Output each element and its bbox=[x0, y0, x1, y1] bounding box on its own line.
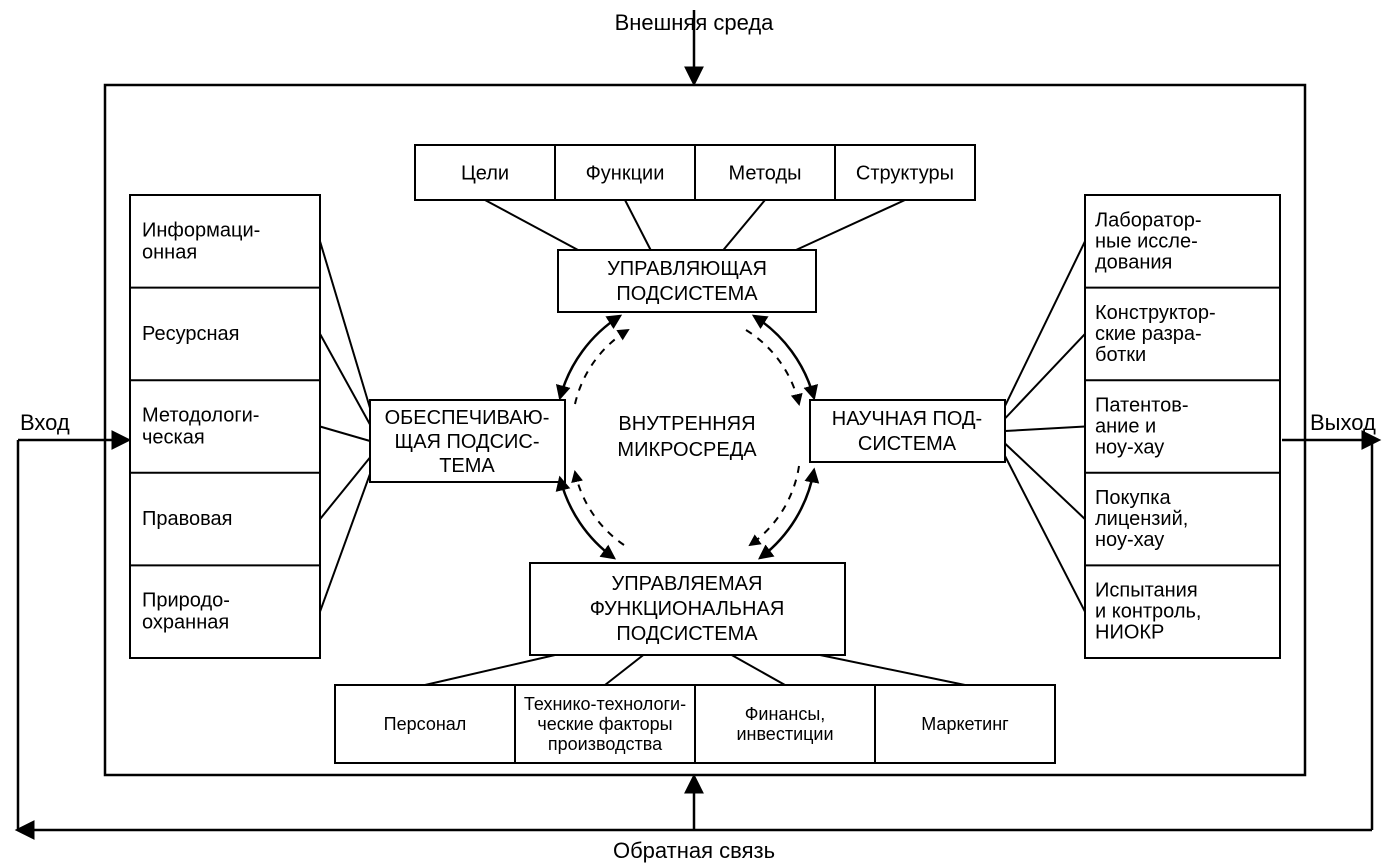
managed-line1: УПРАВЛЯЕМАЯ bbox=[612, 573, 763, 595]
left-col-cell: Правовая bbox=[142, 508, 233, 530]
cell-text: ческие факторы bbox=[537, 714, 672, 734]
right-col-cell: и контроль, bbox=[1095, 601, 1201, 623]
left-col-cell: Информаци- bbox=[142, 219, 260, 241]
cell-text: производства bbox=[548, 734, 663, 754]
left-column: Информаци-онная Ресурсная Методологи-ческа… bbox=[130, 195, 320, 658]
scientific-line1: НАУЧНАЯ ПОД- bbox=[832, 408, 982, 430]
right-col-cell: ные иссле- bbox=[1095, 230, 1198, 252]
scientific-subsystem: НАУЧНАЯ ПОД- СИСТЕМА bbox=[810, 400, 1005, 462]
left-col-cell: ческая bbox=[142, 427, 205, 449]
right-col-cell: НИОКР bbox=[1095, 622, 1164, 644]
right-col-cell: ботки bbox=[1095, 344, 1146, 366]
output-label: Выход bbox=[1310, 410, 1376, 435]
supporting-line2: ЩАЯ ПОДСИС- bbox=[394, 431, 539, 453]
left-col-cell: Ресурсная bbox=[142, 323, 239, 345]
feedback-label: Обратная связь bbox=[613, 838, 775, 863]
right-col-cell: ские разра- bbox=[1095, 323, 1202, 345]
managed-line3: ПОДСИСТЕМА bbox=[616, 623, 758, 645]
left-col-cell: Природо- bbox=[142, 590, 230, 612]
right-col-cell: Покупка bbox=[1095, 487, 1171, 509]
cell-text: Финансы, bbox=[745, 704, 826, 724]
managing-line1: УПРАВЛЯЮЩАЯ bbox=[607, 258, 767, 280]
scientific-line2: СИСТЕМА bbox=[858, 433, 957, 455]
managing-subsystem: УПРАВЛЯЮЩАЯ ПОДСИСТЕМА bbox=[558, 250, 816, 312]
input-label: Вход bbox=[20, 410, 70, 435]
right-col-cell: Испытания bbox=[1095, 580, 1198, 602]
left-fan-lines bbox=[320, 241, 370, 611]
cell-text: Персонал bbox=[384, 714, 467, 734]
top-row-cell: Методы bbox=[728, 163, 801, 185]
bottom-fan-lines bbox=[425, 655, 965, 685]
cell-text: Маркетинг bbox=[921, 714, 1009, 734]
right-fan-lines bbox=[1005, 241, 1085, 611]
right-col-cell: ание и bbox=[1095, 416, 1156, 438]
top-row-cell: Функции bbox=[586, 163, 665, 185]
right-col-cell: Конструктор- bbox=[1095, 302, 1216, 324]
managed-subsystem: УПРАВЛЯЕМАЯ ФУНКЦИОНАЛЬНАЯ ПОДСИСТЕМА bbox=[530, 563, 845, 655]
left-col-cell: охранная bbox=[142, 612, 229, 634]
center-label-2: МИКРОСРЕДА bbox=[617, 439, 757, 461]
cell-text: инвестиции bbox=[736, 724, 833, 744]
supporting-subsystem: ОБЕСПЕЧИВАЮ- ЩАЯ ПОДСИС- ТЕМА bbox=[370, 400, 565, 482]
left-col-cell: онная bbox=[142, 241, 197, 263]
cell-text: Технико-технологи- bbox=[524, 694, 686, 714]
managing-line2: ПОДСИСТЕМА bbox=[616, 283, 758, 305]
right-column: Лаборатор-ные иссле-дования Конструктор-с… bbox=[1085, 195, 1280, 658]
system-diagram: Внешняя среда Вход Выход Обратная связь … bbox=[0, 0, 1388, 867]
top-row-cell: Структуры bbox=[856, 163, 954, 185]
right-col-cell: ноу-хау bbox=[1095, 437, 1164, 459]
supporting-line1: ОБЕСПЕЧИВАЮ- bbox=[385, 407, 550, 429]
center-label-1: ВНУТРЕННЯЯ bbox=[618, 413, 755, 435]
top-row: Цели Функции Методы Структуры bbox=[415, 145, 975, 200]
right-col-cell: дования bbox=[1095, 251, 1172, 273]
right-col-cell: ноу-хау bbox=[1095, 529, 1164, 551]
right-col-cell: Патентов- bbox=[1095, 395, 1189, 417]
left-col-cell: Методологи- bbox=[142, 405, 259, 427]
right-col-cell: лицензий, bbox=[1095, 508, 1188, 530]
bottom-row: Персонал Технико-технологи-ческие факторы… bbox=[335, 685, 1055, 763]
supporting-line3: ТЕМА bbox=[439, 455, 495, 477]
managed-line2: ФУНКЦИОНАЛЬНАЯ bbox=[590, 598, 785, 620]
top-fan-lines bbox=[485, 200, 905, 250]
top-row-cell: Цели bbox=[461, 163, 509, 185]
center-circle bbox=[560, 316, 814, 558]
right-col-cell: Лаборатор- bbox=[1095, 209, 1201, 231]
